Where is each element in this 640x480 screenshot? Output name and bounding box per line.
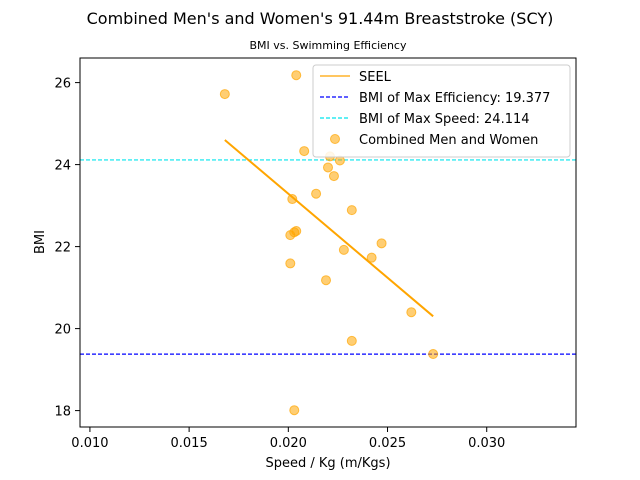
y-axis-ticks: 18 20 22 24 26 [54,77,80,420]
data-point [285,230,296,241]
data-point [406,307,417,318]
data-point [311,188,322,199]
data-point [376,238,387,249]
data-point [346,205,357,216]
data-point [321,275,332,286]
y-axis-label: BMI [33,230,48,254]
data-point [366,252,377,263]
data-point [285,258,296,269]
data-point [299,146,310,157]
data-point [289,405,300,416]
x-axis-ticks: 0.010 0.015 0.020 0.025 0.030 [71,427,505,451]
seel-line-group [224,139,434,318]
y-tick-label: 22 [54,241,71,256]
data-point [323,162,333,173]
legend-box [312,64,571,158]
data-point [287,194,298,205]
y-tick-label: 20 [54,323,71,338]
legend-label-max-efficiency: BMI of Max Efficiency: 19.377 [359,91,550,106]
data-point [338,244,349,255]
legend-label-points: Combined Men and Women [359,133,538,148]
x-tick-label: 0.010 [71,436,108,451]
data-point [291,70,302,81]
legend-swatch-points [330,134,340,144]
data-points [219,70,439,416]
data-point [219,89,230,100]
data-point [428,349,439,360]
legend-label-max-speed: BMI of Max Speed: 24.114 [359,112,530,127]
data-point [346,335,357,346]
x-tick-label: 0.020 [270,436,307,451]
legend-label-seel: SEEL [359,70,392,85]
plot-frame [79,57,577,428]
y-tick-label: 26 [54,77,71,92]
chart-title: Combined Men's and Women's 91.44m Breast… [87,9,554,28]
y-tick-label: 24 [54,159,71,174]
x-tick-label: 0.025 [369,436,406,451]
chart-subtitle: BMI vs. Swimming Efficiency [250,39,407,52]
x-tick-label: 0.015 [171,436,208,451]
data-point [328,171,339,182]
seel-line [224,139,434,318]
legend: SEEL BMI of Max Efficiency: 19.377 BMI o… [312,64,571,158]
x-tick-label: 0.030 [468,436,505,451]
y-tick-label: 18 [54,405,71,420]
x-axis-label: Speed / Kg (m/Kgs) [265,456,390,471]
